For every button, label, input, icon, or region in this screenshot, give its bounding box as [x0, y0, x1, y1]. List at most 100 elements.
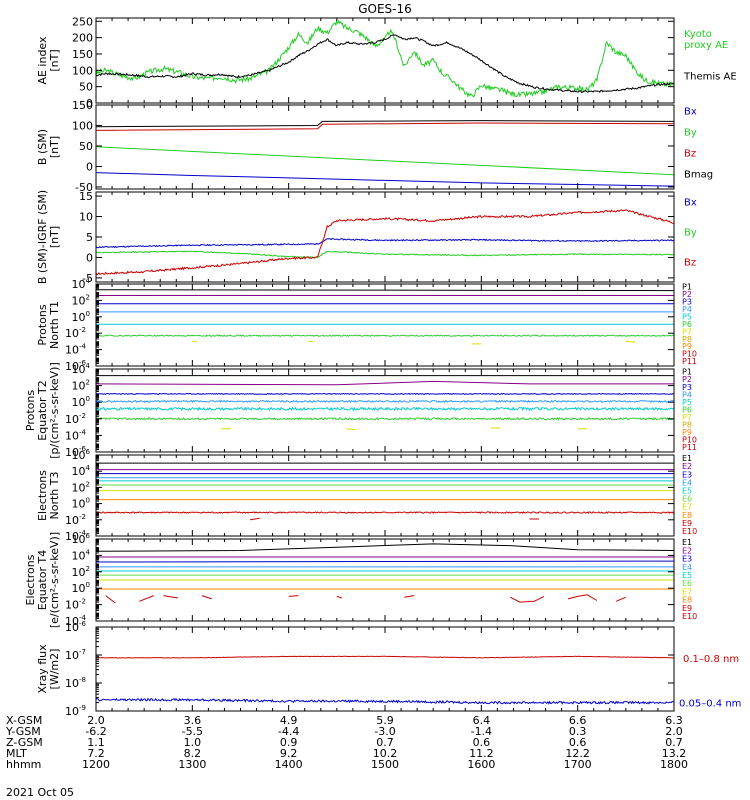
y-tick-label: 100	[72, 395, 90, 409]
series-e9-segment	[336, 595, 342, 599]
y-axis-label: B (SM)-IGRF (SM)	[36, 190, 49, 284]
legend-entry: E6	[682, 495, 692, 504]
ephemeris-value: 0.6	[473, 736, 491, 749]
legend-entry: E1	[682, 538, 692, 547]
ephemeris-value: 10.2	[373, 747, 398, 760]
legend-entry: P3	[682, 383, 692, 392]
legend-entry: P9	[682, 342, 692, 351]
y-tick-label: 10-2	[65, 598, 86, 612]
legend-entry: P4	[682, 305, 692, 314]
ephemeris-value: 1.1	[87, 736, 105, 749]
y-axis-label: [p/(cm²-s-sr-keV)]	[48, 362, 61, 459]
legend-entry: Kyoto	[684, 29, 712, 40]
y-axis-label: Protons	[36, 304, 49, 345]
y-axis-label: B (SM)	[36, 129, 49, 165]
y-tick-label: 150	[72, 99, 93, 112]
legend-entry: E8	[682, 511, 692, 520]
series-e9-segment	[105, 595, 116, 604]
panel-frame	[95, 17, 675, 104]
series-e9-segment	[163, 595, 178, 599]
ephemeris-value: -4.4	[278, 725, 299, 738]
y-tick-label: 200	[72, 32, 93, 45]
y-tick-label: 50	[79, 140, 93, 153]
ephemeris-value: 0.3	[569, 725, 587, 738]
legend-entry: Bx	[684, 198, 697, 209]
legend-entry: Bx	[684, 106, 697, 117]
y-tick-label: 0	[86, 97, 93, 110]
y-tick-label: 250	[72, 15, 93, 28]
ephemeris-value: 1500	[371, 758, 399, 771]
legend: Bx By Bz Bmag	[684, 106, 713, 180]
y-tick-label: 102	[72, 565, 90, 579]
ephemeris-value: 0.9	[280, 736, 298, 749]
legend-entry: P5	[682, 398, 692, 407]
legend-entry: By	[684, 127, 697, 138]
y-tick-label: 150	[72, 48, 93, 61]
legend-entry: P7	[682, 413, 692, 422]
panel-frame	[95, 104, 675, 190]
legend-entry: E6	[682, 579, 692, 588]
panel-3: -5 0 5 10 15 B (SM)-IGRF (SM) [nT] Bx By Bz	[36, 190, 697, 285]
ephemeris-value: 1300	[178, 758, 206, 771]
y-axis-label: Electrons	[24, 554, 37, 605]
y-tick-label: 5	[86, 231, 93, 244]
legend-entry: E2	[682, 546, 692, 555]
ephemeris-label: MLT	[6, 747, 27, 760]
y-axis-label: AE index	[36, 36, 49, 85]
legend-entry: P6	[682, 405, 692, 414]
series-group	[96, 375, 674, 431]
panel-frame	[95, 368, 675, 453]
ephemeris-label: Y-GSM	[5, 725, 41, 738]
series-p6	[96, 416, 674, 421]
legend-entry: Bz	[684, 148, 696, 159]
series-p7-segment	[346, 428, 357, 431]
legend-entry: E2	[682, 462, 692, 471]
series-group	[96, 209, 674, 276]
ephemeris-value: 1600	[467, 758, 495, 771]
series-group	[96, 462, 674, 521]
ephemeris-label: X-GSM	[6, 714, 42, 727]
legend-entry: E9	[682, 519, 692, 528]
y-tick-label: -50	[75, 181, 93, 194]
y-tick-label: 10-4	[65, 428, 87, 442]
panel-8: 10-9 10-8 10-7 10-6 Xray flux [W/m2] 0.1–0.8 n…	[36, 620, 741, 718]
series-by	[96, 146, 674, 176]
y-tick-label: 0	[86, 160, 93, 173]
legend-entry: By	[684, 228, 697, 239]
ephemeris-value: 2.0	[665, 725, 683, 738]
y-axis-label: Equator T4	[36, 550, 49, 610]
ephemeris-value: 11.2	[469, 747, 494, 760]
date-label: 2021 Oct 05	[6, 786, 74, 799]
y-axis-label: [nT]	[48, 136, 61, 158]
legend-entry: E10	[682, 527, 697, 536]
y-tick-label: 50	[79, 81, 93, 94]
series-e9-segment	[404, 595, 414, 598]
series-group	[96, 543, 674, 604]
series-e9-segment	[616, 596, 626, 602]
legend: Bx By Bz	[684, 198, 697, 269]
panel-2: -50 0 50 100 150 B (SM) [nT] Bx By Bz Bmag	[36, 99, 713, 194]
ephemeris-label: hhmm	[6, 758, 41, 771]
y-axis-label: [nT]	[48, 49, 61, 71]
y-tick-label: 10-8	[65, 676, 86, 690]
legend-entry: proxy AE	[684, 40, 728, 51]
panel-frame	[95, 454, 675, 537]
plot-title: GOES-16	[358, 2, 412, 16]
legend-entry: E3	[682, 555, 692, 564]
series-e9-segment	[201, 595, 212, 600]
legend-entry: E5	[682, 571, 692, 580]
y-tick-label: 104	[72, 362, 91, 376]
legend-entry: P11	[682, 443, 697, 452]
y-tick-label: 10-9	[65, 704, 86, 718]
ephemeris-value: 3.6	[184, 714, 202, 727]
ephemeris-value: 0.7	[376, 736, 394, 749]
series-group	[96, 655, 674, 705]
y-tick-label: -5	[82, 272, 93, 285]
ephemeris-value: 5.9	[376, 714, 394, 727]
